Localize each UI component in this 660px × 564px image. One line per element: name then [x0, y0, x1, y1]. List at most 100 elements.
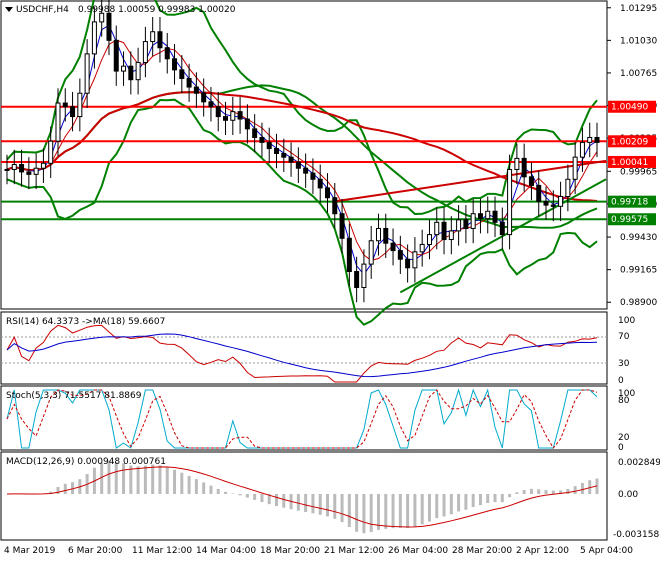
bull-candle	[33, 167, 39, 175]
bull-candle	[91, 21, 97, 55]
stoch-tick-20: 20	[618, 433, 630, 443]
bear-candle	[223, 116, 229, 121]
bear-candle	[390, 242, 396, 252]
bear-candle	[62, 102, 68, 108]
bear-candle	[397, 250, 403, 260]
bull-candle	[579, 141, 585, 158]
y-tick-label: 0.99165	[620, 266, 657, 276]
bear-candle	[281, 152, 287, 158]
x-tick-label: 28 Mar 20:00	[452, 546, 512, 556]
bear-candle	[354, 270, 360, 288]
x-tick-label: 11 Mar 12:00	[132, 546, 192, 556]
bull-candle	[456, 219, 462, 232]
bull-candle	[99, 12, 105, 23]
ohlc-label: 0.99988 1.00059 0.99983 1.00020	[78, 5, 236, 15]
stoch-tick-0: 0	[618, 443, 624, 453]
bear-candle	[492, 210, 498, 223]
bear-candle	[405, 258, 411, 269]
bear-candle	[274, 148, 280, 154]
bear-candle	[157, 31, 163, 49]
bear-candle	[193, 86, 199, 94]
bull-candle	[426, 234, 432, 245]
rsi-line	[6, 324, 598, 383]
lower-bollinger-band	[6, 98, 598, 326]
bear-candle	[237, 111, 243, 120]
bull-candle	[448, 230, 454, 241]
bear-candle	[19, 164, 25, 173]
bull-candle	[361, 263, 367, 288]
rsi-tick-70: 70	[618, 332, 630, 342]
bull-candle	[565, 178, 571, 197]
bull-candle	[77, 92, 83, 118]
dropdown-triangle-icon[interactable]	[5, 7, 13, 12]
x-tick-label: 26 Mar 04:00	[388, 546, 448, 556]
x-tick-label: 5 Apr 04:00	[580, 546, 633, 556]
bear-candle	[317, 178, 323, 189]
bull-candle	[40, 162, 46, 169]
rsi-ma-line	[6, 333, 598, 378]
y-tick-label: 0.98900	[620, 298, 657, 308]
rsi-tick-0: 0	[618, 376, 624, 386]
y-tick-label: 1.01030	[620, 36, 657, 46]
bear-candle	[179, 69, 185, 79]
stoch-tick-100: 100	[618, 389, 635, 399]
bear-candle	[536, 184, 542, 202]
bull-candle	[375, 227, 381, 242]
level-tag-label: 1.00041	[611, 158, 648, 168]
level-tag-label: 1.00490	[611, 103, 648, 113]
bear-candle	[594, 136, 600, 143]
bear-candle	[324, 187, 330, 199]
bear-candle	[215, 106, 221, 118]
bear-candle	[208, 101, 214, 108]
bull-candle	[572, 156, 578, 180]
y-tick-label: 0.99430	[620, 233, 657, 243]
bear-candle	[543, 200, 549, 206]
bear-candle	[310, 172, 316, 180]
bear-candle	[26, 171, 32, 175]
resistance-trendline	[334, 159, 607, 203]
bear-candle	[106, 12, 112, 41]
x-tick-label: 18 Mar 20:00	[260, 546, 320, 556]
bear-candle	[339, 213, 345, 239]
bull-candle	[434, 221, 440, 236]
indicator-plots	[1, 324, 607, 534]
bull-candle	[412, 251, 418, 269]
bull-candle	[55, 102, 61, 142]
level-tag	[608, 135, 656, 148]
bear-candle	[550, 204, 556, 207]
bear-candle	[164, 47, 170, 60]
x-tick-label: 6 Mar 20:00	[68, 546, 123, 556]
stoch-tick-80: 80	[618, 396, 630, 406]
bull-candle	[507, 168, 513, 236]
level-tag-label: 0.99718	[611, 198, 648, 208]
y-tick-label: 1.01295	[620, 4, 657, 14]
bear-candle	[463, 219, 469, 229]
x-tick-label: 14 Mar 04:00	[196, 546, 256, 556]
bull-candle	[587, 136, 593, 143]
bull-candle	[558, 195, 564, 207]
rsi-tick-100: 100	[618, 316, 635, 326]
bear-candle	[477, 213, 483, 220]
macd-tick-bottom: -0.003158	[613, 530, 659, 540]
x-tick-label: 2 Apr 12:00	[516, 546, 569, 556]
bear-candle	[259, 136, 265, 143]
x-axis: 4 Mar 2019 6 Mar 20:00 11 Mar 12:00 14 Mar …	[4, 546, 633, 556]
bear-candle	[528, 176, 534, 186]
bear-candle	[201, 92, 207, 103]
rsi-label: RSI(14) 64.3373 ->MA(18) 59.6607	[6, 317, 165, 327]
level-tag	[608, 213, 656, 226]
bull-candle	[485, 210, 491, 220]
bear-candle	[383, 227, 389, 244]
bull-candle	[368, 240, 374, 265]
bull-candle	[419, 243, 425, 253]
rsi-tick-30: 30	[618, 359, 630, 369]
macd-tick-top: 0.002849	[618, 458, 660, 468]
x-tick-label: 21 Mar 12:00	[324, 546, 384, 556]
bear-candle	[266, 141, 272, 150]
bear-candle	[303, 167, 309, 174]
bear-candle	[172, 58, 178, 71]
bear-candle	[346, 237, 352, 272]
bull-candle	[230, 111, 236, 121]
bear-candle	[113, 39, 119, 72]
bull-candle	[514, 157, 520, 170]
